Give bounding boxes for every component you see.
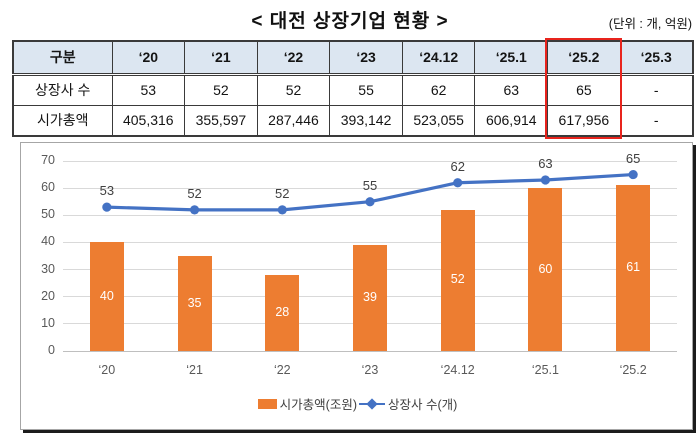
table-row: 상장사 수 53 52 52 55 62 63 65-: [12, 73, 694, 106]
y-axis-tick-30: 30: [41, 261, 55, 276]
line-marker-‘21: [189, 205, 200, 215]
line-marker-‘22: [277, 205, 287, 215]
cell-r1-c3: 393,142: [329, 104, 403, 137]
cell-r0-c4: 62: [401, 73, 476, 106]
gridline-60: [63, 187, 677, 189]
x-axis-tick-0: ‘20: [98, 363, 116, 377]
cell-r0-c6: 65: [547, 73, 621, 106]
summary-table-wrap: 구분 ‘20 ‘21 ‘22 ‘23 ‘24.12 ‘25.1 ‘25.2 ‘25.3 상장사 수…: [12, 38, 694, 139]
cell-r1-c2: 287,446: [256, 104, 331, 137]
bar-‘25.1: [528, 188, 563, 351]
y-axis-tick-0: 0: [48, 343, 55, 357]
col-header-4: ‘23: [329, 40, 403, 76]
bar-‘21: [177, 256, 212, 351]
col-header-3: ‘22: [256, 40, 331, 76]
cell-r0-c2: 52: [256, 73, 331, 106]
line-value-label: 53: [99, 183, 115, 199]
line-marker-‘25.1: [540, 175, 551, 185]
y-axis-tick-10: 10: [41, 315, 55, 330]
x-axis-tick-4: ‘24.12: [440, 363, 475, 377]
cell-r1-c7: -: [619, 104, 694, 137]
cell-r0-c7: -: [619, 73, 694, 106]
cell-r1-c5: 606,914: [474, 104, 549, 137]
line-value-label: 55: [362, 177, 378, 193]
line-marker-‘24.12: [453, 178, 463, 188]
col-header-5: ‘24.12: [401, 40, 476, 76]
bar-‘20: [89, 242, 124, 351]
bar-swatch-icon: [257, 398, 277, 409]
cell-r1-c0: 405,316: [111, 104, 186, 137]
bar-value-label: 28: [275, 305, 290, 319]
y-axis-tick-50: 50: [41, 207, 55, 222]
cell-r0-c3: 55: [329, 73, 403, 106]
cell-r1-c4: 523,055: [401, 104, 476, 137]
line-marker-‘23: [365, 197, 375, 207]
col-header-7: ‘25.2: [547, 40, 621, 76]
bar-value-label: 35: [187, 295, 202, 310]
legend-item-line: 상장사 수(개): [359, 394, 457, 413]
line-value-label: 63: [538, 156, 553, 171]
x-axis-tick-5: ‘25.1: [531, 363, 559, 377]
y-axis-tick-60: 60: [41, 180, 55, 195]
bar-value-label: 39: [363, 290, 377, 305]
bar-value-label: 60: [538, 261, 553, 276]
col-header-2: ‘21: [184, 40, 258, 76]
line-value-label: 62: [450, 158, 465, 174]
legend-label-line: 상장사 수(개): [388, 398, 458, 412]
x-axis-tick-6: ‘25.2: [619, 363, 647, 377]
y-axis-tick-70: 70: [41, 153, 55, 167]
gridline-40: [63, 241, 677, 243]
cell-r1-c6: 617,956: [547, 104, 621, 137]
x-axis-tick-2: ‘22: [273, 363, 291, 377]
line-value-label: 52: [275, 185, 290, 201]
gridline-70: [63, 160, 677, 162]
table-row: 시가총액 405,316 355,597 287,446 393,142 523,055 6…: [12, 104, 694, 137]
line-series: [102, 169, 638, 215]
bar-value-label: 40: [99, 288, 114, 303]
y-axis-tick-40: 40: [41, 234, 55, 249]
line-swatch-icon: [359, 397, 385, 410]
bar-‘25.2: [616, 185, 651, 351]
combo-chart: 0 10 20 30 40 50 60 70 40 35 28 39 52 60 61 ‘20 ‘21 ‘22 ‘2…: [20, 142, 693, 430]
cell-r0-c0: 53: [111, 73, 186, 106]
x-axis-tick-3: ‘23: [361, 363, 379, 377]
col-header-gubun: 구분: [12, 40, 113, 76]
cell-r1-c1: 355,597: [184, 104, 258, 137]
line-marker-‘25.2: [628, 169, 638, 180]
x-axis-tick-1: ‘21: [186, 363, 203, 377]
bar-value-label: 52: [450, 272, 465, 287]
line-value-label: 52: [187, 185, 202, 201]
gridline-0: [63, 350, 677, 352]
legend-label-bar: 시가총액(조원): [279, 398, 357, 412]
row-label-0: 상장사 수: [12, 73, 113, 106]
col-header-8: ‘25.3: [619, 40, 694, 76]
cell-r0-c1: 52: [184, 73, 258, 106]
bar-‘22: [265, 275, 300, 351]
legend-item-bar: 시가총액(조원): [257, 394, 357, 413]
unit-note: (단위 : 개, 억원): [608, 17, 692, 31]
cell-r0-c5: 63: [474, 73, 549, 106]
bar-‘24.12: [440, 209, 475, 351]
summary-table: 구분 ‘20 ‘21 ‘22 ‘23 ‘24.12 ‘25.1 ‘25.2 ‘25.3 상장사 수…: [12, 40, 694, 137]
row-label-1: 시가총액: [12, 104, 113, 137]
col-header-6: ‘25.1: [474, 40, 549, 76]
bar-value-label: 61: [626, 260, 641, 275]
line-value-label: 65: [625, 150, 641, 166]
gridline-50: [63, 214, 677, 216]
line-swatch-marker: [366, 397, 378, 410]
bar-‘23: [353, 245, 387, 351]
col-header-1: ‘20: [111, 40, 186, 76]
y-axis-tick-20: 20: [41, 288, 55, 303]
line-marker-‘20: [102, 202, 112, 212]
table-header-row: 구분 ‘20 ‘21 ‘22 ‘23 ‘24.12 ‘25.1 ‘25.2 ‘25.3: [12, 40, 694, 76]
page-title: < 대전 상장기업 현황 >: [251, 11, 449, 32]
chart-legend: 시가총액(조원) 상장사 수(개): [21, 394, 694, 413]
